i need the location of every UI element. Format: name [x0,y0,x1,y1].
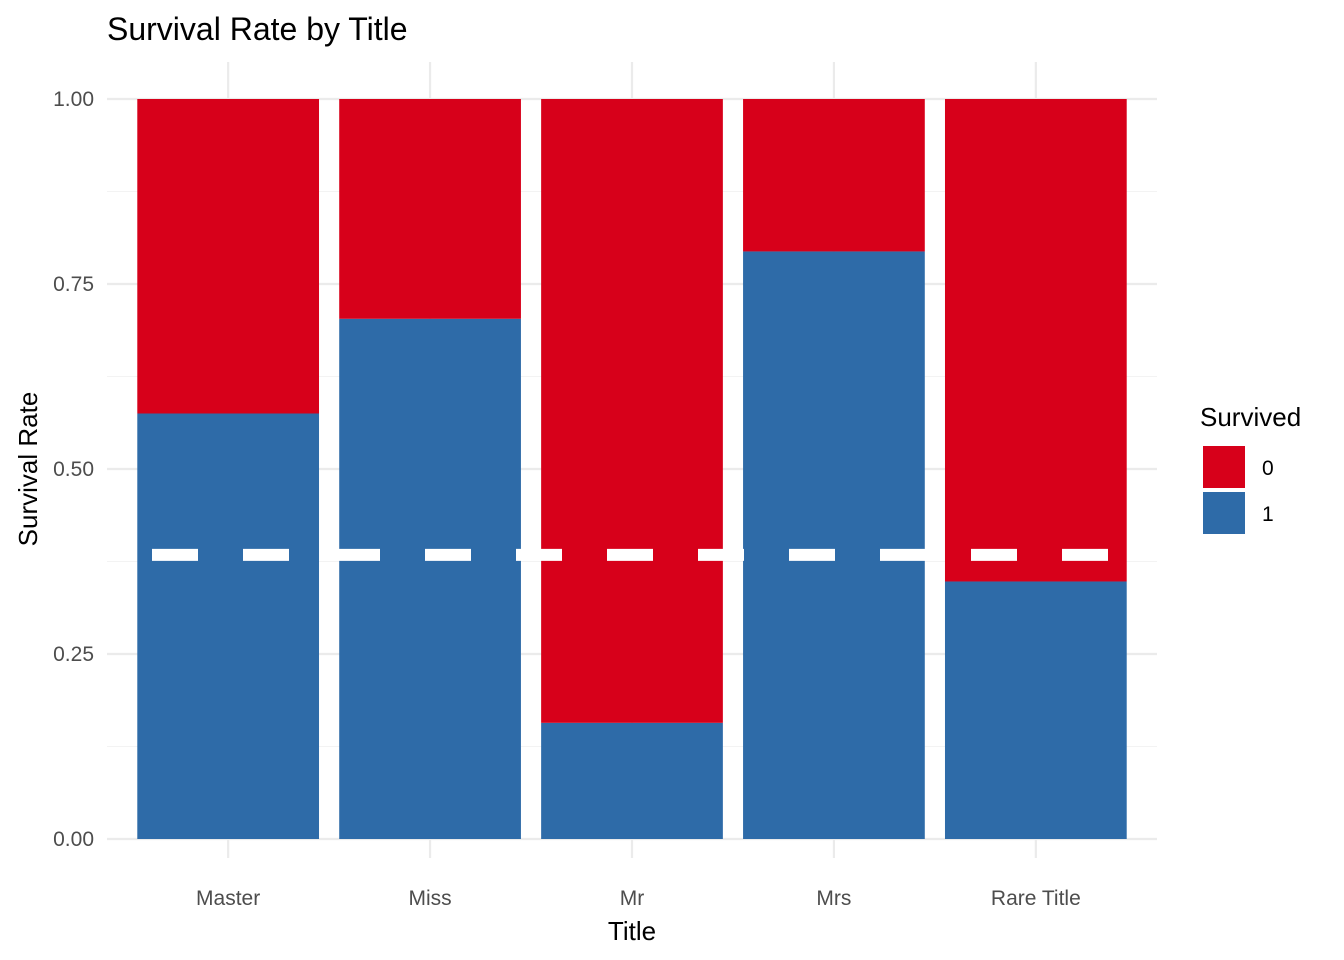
x-tick-label: Master [196,887,260,910]
legend-key-0 [1203,446,1245,488]
y-axis-title: Survival Rate [13,392,43,547]
bar-mr-survived-1 [541,722,723,839]
y-axis-ticks: 0.00 0.25 0.50 0.75 1.00 [53,88,94,851]
legend-label-1: 1 [1262,503,1274,526]
chart-title: Survival Rate by Title [107,11,408,47]
legend: Survived 01 [1200,402,1301,534]
x-axis-ticks: Master Miss Mr Mrs Rare Title [196,887,1081,910]
y-tick-label: 0.50 [53,458,94,481]
bar-master-survived-0 [137,99,320,414]
y-tick-label: 0.75 [53,273,94,296]
bar-master-survived-1 [137,413,320,839]
bar-rare-title-survived-1 [944,581,1127,839]
bar-miss-survived-1 [339,318,521,839]
bars-layer [137,99,1127,839]
bar-rare-title-survived-0 [944,99,1127,582]
x-tick-label: Mr [620,887,645,910]
bar-mrs-survived-1 [743,251,925,839]
legend-title: Survived [1200,402,1301,432]
legend-entries: 01 [1203,446,1274,534]
y-tick-label: 0.25 [53,643,94,666]
legend-label-0: 0 [1262,457,1274,480]
bar-mrs-survived-0 [743,99,925,252]
x-axis-title: Title [608,916,656,946]
legend-key-1 [1203,492,1245,534]
x-tick-label: Miss [408,887,451,910]
y-tick-label: 1.00 [53,88,94,111]
x-tick-label: Mrs [816,887,851,910]
bar-miss-survived-0 [339,99,521,319]
x-tick-label: Rare Title [991,887,1081,910]
bar-mr-survived-0 [541,99,723,723]
y-tick-label: 0.00 [53,828,94,851]
